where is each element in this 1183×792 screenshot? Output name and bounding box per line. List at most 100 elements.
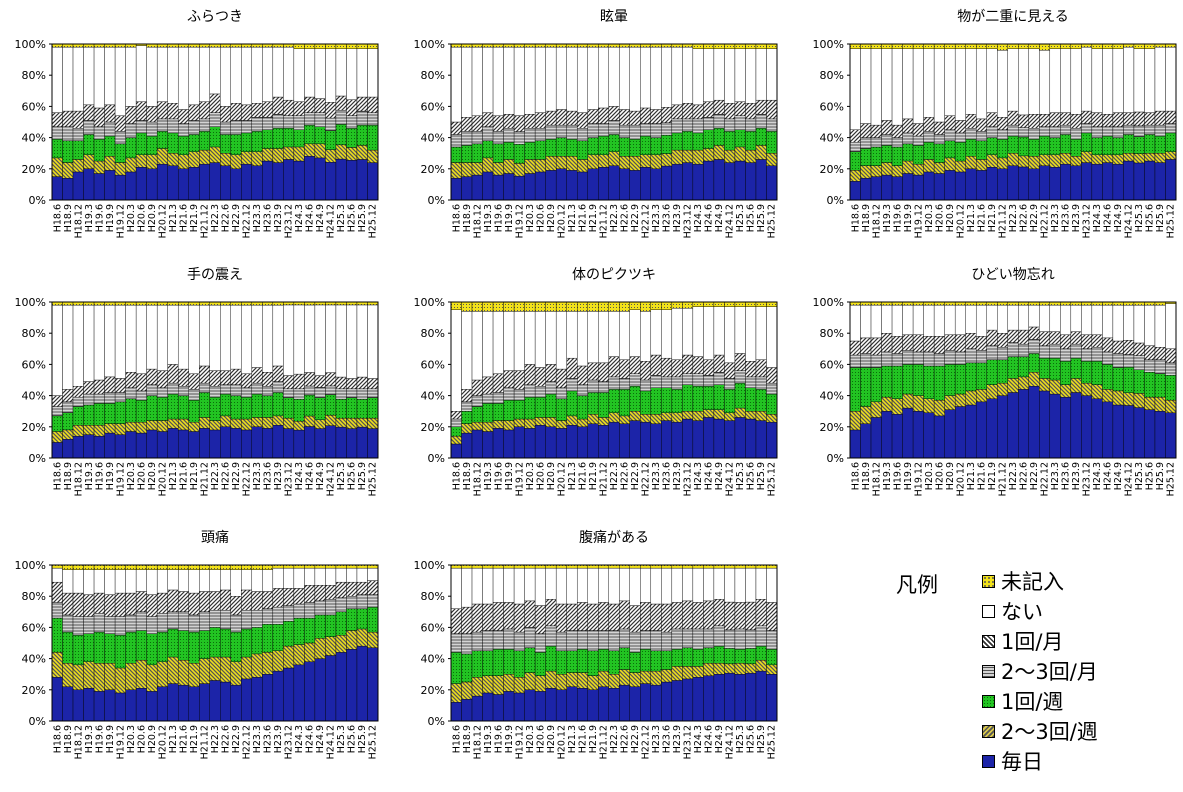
bar-segment xyxy=(766,301,778,307)
bar-segment xyxy=(1049,126,1061,138)
bar-segment xyxy=(513,144,525,164)
bar-segment xyxy=(923,48,935,118)
x-tick-label: H25.12 xyxy=(368,204,379,238)
bar-segment xyxy=(912,43,924,49)
bar-segment xyxy=(251,610,263,628)
bar-segment xyxy=(1060,384,1072,398)
bar-segment xyxy=(314,614,326,639)
bar-segment xyxy=(492,174,504,201)
x-tick-label: H25.9 xyxy=(1155,204,1166,232)
bar-segment xyxy=(93,107,105,127)
x-tick-label: H24.3 xyxy=(1092,204,1103,232)
bar-segment xyxy=(534,605,546,634)
bar-segment xyxy=(62,592,74,616)
bar-segment xyxy=(83,120,95,135)
x-tick-label: H22.3 xyxy=(609,204,620,232)
legend-label-once-month: 1回/月 xyxy=(1001,630,1064,654)
x-tick-label: H23.12 xyxy=(1082,462,1093,496)
bar-segment xyxy=(881,411,893,459)
bar-segment xyxy=(965,404,977,459)
bar-segment xyxy=(1007,342,1019,357)
bar-segment xyxy=(471,695,483,722)
bar-segment xyxy=(524,128,536,143)
bar-segment xyxy=(640,683,652,722)
bar-segment xyxy=(146,368,158,385)
x-tick-label: H20.9 xyxy=(546,462,557,490)
bar-segment xyxy=(251,677,263,722)
x-tick-label: H22.9 xyxy=(630,725,641,753)
bar-segment xyxy=(545,393,557,418)
bar-segment xyxy=(471,379,483,396)
bar-segment xyxy=(125,304,137,373)
bar-segment xyxy=(1039,126,1051,137)
bar-segment xyxy=(766,674,778,722)
bar-segment xyxy=(1102,48,1114,115)
bar-segment xyxy=(965,304,977,334)
bar-segment xyxy=(576,140,588,160)
bar-segment xyxy=(104,304,116,378)
bar-segment xyxy=(220,304,231,371)
bar-segment xyxy=(692,373,704,387)
bar-segment xyxy=(304,143,316,157)
bar-segment xyxy=(619,301,630,312)
chart-title: 腹痛がある xyxy=(579,529,649,546)
bar-segment xyxy=(471,603,483,633)
bar-segment xyxy=(975,362,987,390)
bar-segment xyxy=(713,43,725,49)
bar-segment xyxy=(471,421,483,431)
bar-segment xyxy=(104,392,116,404)
bar-segment xyxy=(682,567,694,602)
bar-segment xyxy=(125,46,137,107)
bar-segment xyxy=(283,645,295,669)
bar-segment xyxy=(745,149,757,163)
bar-segment xyxy=(629,686,641,722)
bar-segment xyxy=(72,564,84,570)
bar-segment xyxy=(230,304,242,370)
bar-segment xyxy=(114,569,126,594)
bar-segment xyxy=(367,149,379,163)
bar-segment xyxy=(671,118,683,134)
bar-segment xyxy=(482,393,494,404)
bar-segment xyxy=(199,428,210,459)
bar-segment xyxy=(703,301,715,307)
bar-segment xyxy=(262,160,274,201)
y-tick-label: 0% xyxy=(428,452,445,465)
x-tick-label: H19.12 xyxy=(115,204,126,238)
x-tick-label: H24.6 xyxy=(305,462,316,490)
bar-segment xyxy=(682,103,694,120)
bar-segment xyxy=(724,43,736,49)
bar-segment xyxy=(314,600,326,616)
bar-segment xyxy=(745,601,757,631)
bar-segment xyxy=(62,162,74,179)
bar-segment xyxy=(703,101,715,118)
bar-segment xyxy=(524,396,536,420)
bar-segment xyxy=(272,148,284,163)
legend-label-unrecorded: 未記入 xyxy=(1001,570,1064,594)
x-tick-label: H20.9 xyxy=(147,462,158,490)
bar-segment xyxy=(293,304,305,375)
x-tick-label: H18.6 xyxy=(52,725,63,753)
bar-segment xyxy=(860,177,872,201)
y-tick-label: 80% xyxy=(820,327,844,340)
x-tick-label: H25.6 xyxy=(746,725,757,753)
bar-segment xyxy=(755,389,767,412)
bar-segment xyxy=(167,564,179,570)
bar-segment xyxy=(1154,347,1166,360)
x-tick-label: H20.9 xyxy=(546,204,557,232)
x-tick-label: H18.6 xyxy=(850,204,861,232)
bar-segment xyxy=(923,412,935,459)
bar-segment xyxy=(1091,384,1103,399)
bar-segment xyxy=(503,301,515,312)
bar-segment xyxy=(619,137,630,157)
bar-segment xyxy=(912,135,924,146)
bar-segment xyxy=(83,381,95,395)
bar-segment xyxy=(1081,132,1093,152)
bar-segment xyxy=(220,610,231,630)
bar-segment xyxy=(114,616,126,636)
bar-segment xyxy=(367,647,379,722)
bar-segment xyxy=(513,311,525,371)
bar-segment xyxy=(1060,348,1072,362)
plot-frame xyxy=(450,43,778,201)
bar-segment xyxy=(367,594,379,608)
x-tick-label: H18.12 xyxy=(73,462,84,496)
